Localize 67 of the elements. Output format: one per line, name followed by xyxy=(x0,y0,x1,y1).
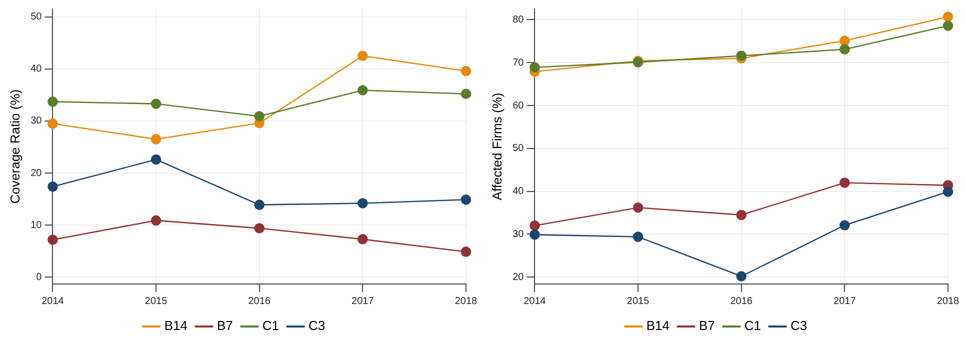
point xyxy=(840,36,850,46)
y-tick-label: 0 xyxy=(36,272,42,283)
point xyxy=(942,186,954,197)
point xyxy=(840,178,850,188)
point xyxy=(632,232,644,242)
x-tick-label: 2015 xyxy=(626,296,650,307)
legend-label: C1 xyxy=(262,318,280,334)
point xyxy=(150,154,162,165)
point xyxy=(358,50,368,62)
y-tick-label: 60 xyxy=(512,100,524,112)
point xyxy=(48,96,58,107)
y-tick-label: 80 xyxy=(512,14,524,26)
point xyxy=(48,181,58,192)
point xyxy=(736,271,747,282)
point xyxy=(736,50,747,61)
point xyxy=(150,134,162,144)
point xyxy=(48,118,58,129)
y-tick-label: 40 xyxy=(512,186,524,198)
legend-label: C3 xyxy=(308,318,326,334)
point xyxy=(530,220,540,231)
point xyxy=(460,66,472,76)
point xyxy=(254,223,265,234)
legend-label: B7 xyxy=(698,318,715,334)
x-tick-label: 2018 xyxy=(936,296,960,307)
point xyxy=(48,234,58,245)
y-tick-label: 10 xyxy=(30,220,42,231)
point xyxy=(150,215,162,226)
point xyxy=(460,246,472,257)
y-axis-title: Coverage Ratio (%) xyxy=(7,89,22,204)
point xyxy=(358,234,368,244)
point xyxy=(942,12,954,22)
y-tick-label: 30 xyxy=(30,116,42,127)
point xyxy=(254,200,265,210)
y-tick-label: 20 xyxy=(512,272,524,283)
point xyxy=(942,20,954,31)
point xyxy=(632,202,644,213)
x-tick-label: 2017 xyxy=(352,296,374,307)
x-tick-label: 2014 xyxy=(42,296,64,307)
legend-label: B14 xyxy=(646,318,670,334)
x-tick-label: 2016 xyxy=(730,296,753,307)
point xyxy=(358,85,368,96)
point xyxy=(840,44,850,54)
legend-label: C3 xyxy=(790,318,808,334)
point xyxy=(736,210,747,220)
point xyxy=(460,88,472,100)
point xyxy=(150,98,162,109)
x-tick-label: 2018 xyxy=(454,296,478,307)
x-tick-label: 2014 xyxy=(524,296,546,307)
y-tick-label: 70 xyxy=(512,57,524,68)
legend-label: B14 xyxy=(164,318,188,334)
point xyxy=(254,111,265,122)
y-axis-title: Affected Firms (%) xyxy=(489,92,504,200)
x-tick-label: 2016 xyxy=(248,296,271,307)
legend-label: B7 xyxy=(216,318,233,334)
point xyxy=(460,194,472,205)
x-tick-label: 2015 xyxy=(144,296,168,307)
y-tick-label: 40 xyxy=(30,64,42,75)
point xyxy=(530,230,540,240)
x-tick-label: 2017 xyxy=(834,296,856,307)
y-tick-label: 50 xyxy=(30,12,42,23)
point xyxy=(840,220,850,230)
point xyxy=(358,198,368,208)
point xyxy=(530,62,540,72)
legend-label: C1 xyxy=(744,318,762,334)
y-tick-label: 20 xyxy=(30,168,42,179)
y-tick-label: 30 xyxy=(512,228,524,240)
y-tick-label: 50 xyxy=(512,143,524,154)
